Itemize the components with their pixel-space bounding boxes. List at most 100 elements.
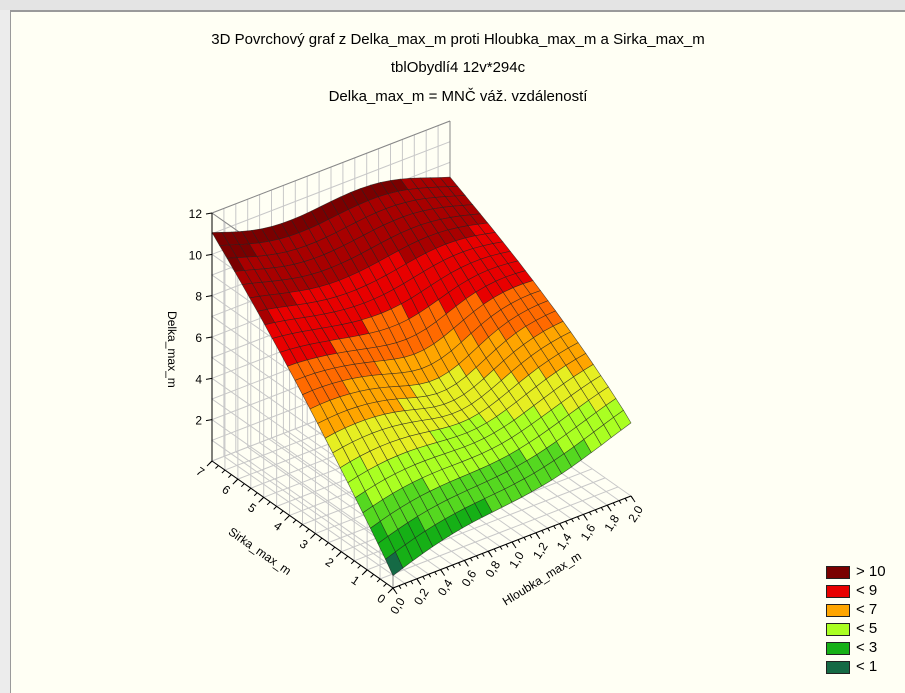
x-tick-label: 0,0 xyxy=(387,595,408,617)
y-tick-label: 0 xyxy=(375,591,389,606)
legend-item: > 10 xyxy=(826,563,905,582)
y-minor-tick xyxy=(337,551,342,556)
z-tick xyxy=(205,253,213,256)
x-minor-tick xyxy=(481,553,485,557)
legend-swatch xyxy=(826,585,850,598)
y-tick-label: 1 xyxy=(349,573,363,588)
y-minor-tick xyxy=(234,478,239,483)
x-minor-tick xyxy=(458,562,461,566)
window-top-border xyxy=(0,0,905,12)
y-minor-tick xyxy=(247,487,252,492)
x-tick-label: 1,0 xyxy=(506,549,527,571)
x-minor-tick xyxy=(392,587,396,592)
z-tick xyxy=(205,419,213,422)
legend-swatch xyxy=(826,604,850,617)
y-minor-tick xyxy=(240,483,245,488)
z-tick xyxy=(205,377,213,380)
y-minor-tick xyxy=(260,496,265,501)
legend: > 10 < 9 < 7 < 5 < 3 < 1 xyxy=(826,563,905,677)
x-minor-tick xyxy=(588,511,592,516)
x-minor-tick xyxy=(630,495,634,500)
x-axis-line xyxy=(392,495,632,589)
y-minor-tick xyxy=(350,560,355,565)
legend-label: < 1 xyxy=(856,658,878,675)
y-minor-tick xyxy=(279,510,284,515)
y-minor-tick xyxy=(266,501,271,506)
z-tick-label: 12 xyxy=(189,207,203,221)
legend-item: < 7 xyxy=(826,601,905,620)
x-minor-tick xyxy=(404,583,408,587)
chart-subtitle-1: tblObydlí4 12v*294c xyxy=(390,59,526,76)
x-tick-label: 1,8 xyxy=(601,512,622,534)
z-tick-label: 8 xyxy=(195,290,202,304)
x-minor-tick xyxy=(398,585,402,589)
legend-swatch xyxy=(826,661,850,674)
y-minor-tick xyxy=(344,555,349,560)
x-tick-label: 0,4 xyxy=(435,576,456,598)
x-minor-tick xyxy=(600,507,604,511)
x-minor-tick xyxy=(434,571,438,576)
z-tick-label: 6 xyxy=(195,331,202,345)
x-minor-tick xyxy=(582,514,586,518)
x-minor-tick xyxy=(410,580,414,585)
x-minor-tick xyxy=(475,555,479,560)
x-minor-tick xyxy=(606,504,610,509)
x-minor-tick xyxy=(517,539,521,543)
legend-label: > 10 xyxy=(856,563,886,580)
x-minor-tick xyxy=(529,534,533,539)
x-minor-tick xyxy=(416,578,420,583)
y-minor-tick xyxy=(357,564,362,569)
y-minor-tick xyxy=(383,583,387,587)
x-minor-tick xyxy=(565,521,568,525)
y-minor-tick xyxy=(228,474,232,478)
x-minor-tick xyxy=(594,509,598,514)
y-tick-label: 3 xyxy=(297,537,311,552)
x-minor-tick xyxy=(463,560,467,564)
y-minor-tick xyxy=(370,574,374,578)
y-minor-tick xyxy=(215,465,219,469)
x-minor-tick xyxy=(559,523,563,527)
y-minor-tick xyxy=(292,519,297,524)
z-axis-label: Delka_max_m xyxy=(165,311,179,388)
y-axis-label: Sirka_max_m xyxy=(226,524,294,578)
chart-title: 3D Povrchový graf z Delka_max_m proti Hl… xyxy=(211,31,705,48)
x-minor-tick xyxy=(499,546,503,550)
z-tick xyxy=(205,336,213,339)
x-tick-label: 2,0 xyxy=(625,503,646,525)
z-tick-label: 2 xyxy=(195,414,202,428)
surface-layer xyxy=(211,176,632,577)
y-tick-label: 6 xyxy=(219,482,233,497)
y-tick-label: 5 xyxy=(245,500,259,515)
x-minor-tick xyxy=(612,502,616,507)
legend-item: < 5 xyxy=(826,620,905,639)
x-minor-tick xyxy=(624,498,628,502)
y-minor-tick xyxy=(318,537,323,542)
z-tick xyxy=(205,295,213,298)
z-tick-label: 10 xyxy=(189,248,203,262)
z-tick-label: 4 xyxy=(195,372,202,386)
legend-swatch xyxy=(826,623,850,636)
x-minor-tick xyxy=(493,548,497,553)
y-minor-tick xyxy=(299,524,303,528)
x-minor-tick xyxy=(553,525,557,530)
legend-label: < 9 xyxy=(856,582,878,599)
x-minor-tick xyxy=(452,564,455,569)
legend-item: < 3 xyxy=(826,639,905,658)
y-minor-tick xyxy=(363,569,368,574)
y-minor-tick xyxy=(221,469,226,474)
legend-item: < 1 xyxy=(826,658,905,677)
x-minor-tick xyxy=(446,567,449,571)
x-tick-label: 1,4 xyxy=(554,530,575,552)
box-edge xyxy=(211,120,451,214)
z-tick xyxy=(205,212,213,215)
y-axis-line xyxy=(211,460,394,589)
x-minor-tick xyxy=(511,541,515,546)
x-minor-tick xyxy=(505,544,509,548)
y-minor-tick xyxy=(208,460,213,465)
y-minor-tick xyxy=(389,587,394,592)
y-minor-tick xyxy=(325,542,329,546)
y-minor-tick xyxy=(286,515,290,519)
x-tick-label: 0,2 xyxy=(411,586,432,608)
x-minor-tick xyxy=(440,569,444,573)
